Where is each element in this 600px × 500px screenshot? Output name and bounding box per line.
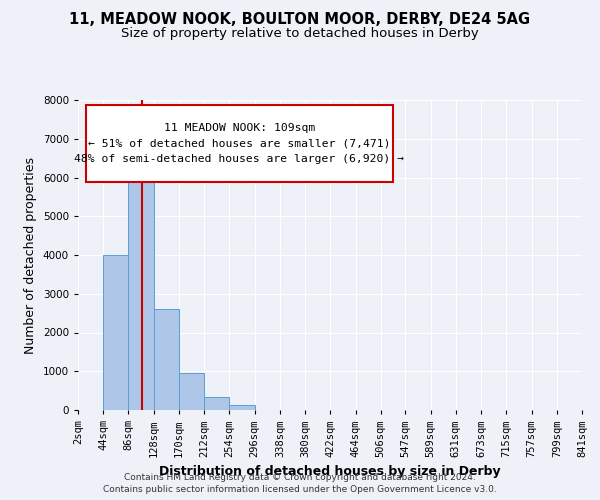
Bar (229, 406, 254, 410)
X-axis label: Distribution of detached houses by size in Derby: Distribution of detached houses by size … (159, 465, 501, 478)
Bar (154, 309, 179, 410)
Bar (204, 397, 229, 410)
Text: Contains HM Land Registry data © Crown copyright and database right 2024.: Contains HM Land Registry data © Crown c… (124, 473, 476, 482)
Bar (179, 373, 204, 410)
Text: 11, MEADOW NOOK, BOULTON MOOR, DERBY, DE24 5AG: 11, MEADOW NOOK, BOULTON MOOR, DERBY, DE… (70, 12, 530, 28)
Y-axis label: Number of detached properties: Number of detached properties (24, 156, 37, 354)
Text: Contains public sector information licensed under the Open Government Licence v3: Contains public sector information licen… (103, 486, 497, 494)
Bar (128, 154, 154, 410)
Text: 11 MEADOW NOOK: 109sqm
← 51% of detached houses are smaller (7,471)
48% of semi-: 11 MEADOW NOOK: 109sqm ← 51% of detached… (74, 123, 404, 164)
FancyBboxPatch shape (86, 104, 393, 182)
Bar (103, 255, 128, 410)
Text: Size of property relative to detached houses in Derby: Size of property relative to detached ho… (121, 28, 479, 40)
